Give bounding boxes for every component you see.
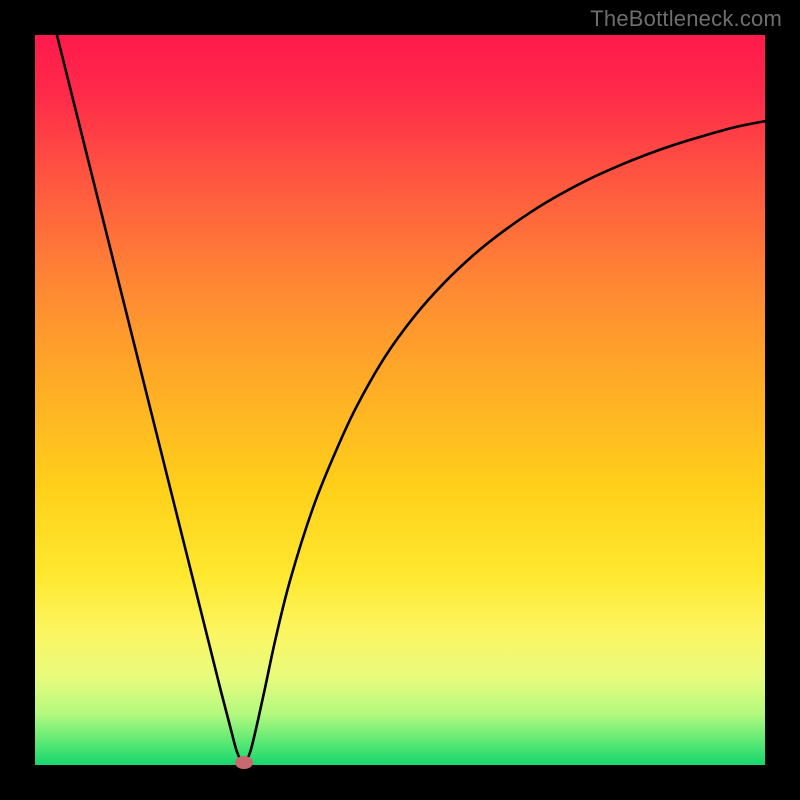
watermark-text: TheBottleneck.com — [590, 6, 782, 32]
plot-area — [35, 35, 765, 765]
chart-frame: TheBottleneck.com — [0, 0, 800, 800]
bottleneck-curve — [35, 35, 765, 765]
minimum-marker — [235, 756, 253, 770]
